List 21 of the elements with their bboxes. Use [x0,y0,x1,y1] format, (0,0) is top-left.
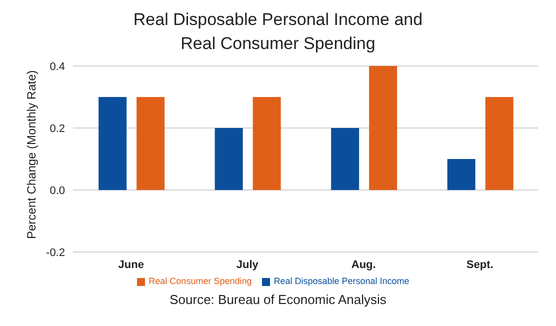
x-tick-label: Sept. [466,258,494,271]
chart-title: Real Disposable Personal Income and Real Consumer Spending [132,9,424,55]
y-tick-label: 0.2 [50,122,65,135]
bar [252,97,281,190]
x-tick-label: Aug. [351,258,376,271]
bar [98,97,127,190]
bar [331,128,360,190]
y-tick-label: 0.4 [50,60,65,73]
bar [136,97,165,190]
bar [447,159,476,190]
legend-label: Real Consumer Spending [148,276,252,286]
bar [485,97,514,190]
x-tick-label: July [236,258,260,271]
bar [214,128,243,190]
legend-label: Real Disposable Personal Income [274,276,410,286]
y-axis-title: Percent Change (Monthly Rate) [24,70,38,239]
bar [369,66,398,190]
source-note: Source: Bureau of Economic Analysis [168,292,388,307]
x-tick-label: June [118,258,144,271]
y-tick-label: -0.2 [46,246,65,259]
y-tick-label: 0.0 [50,184,65,197]
